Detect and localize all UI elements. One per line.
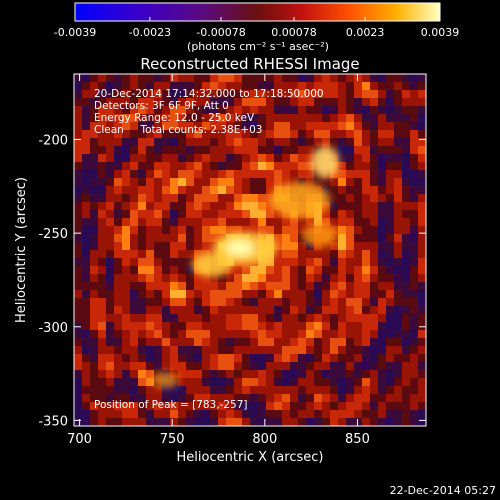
footer-timestamp: 22-Dec-2014 05:27 bbox=[390, 484, 496, 497]
colorbar-gradient bbox=[74, 2, 441, 22]
y-axis-ticks: -200 -250 -300 -350 bbox=[38, 134, 426, 429]
colorbar-tick-label: -0.00078 bbox=[196, 26, 245, 39]
colorbar-ticks: -0.0039 -0.0023 -0.00078 0.00078 0.0023 0.003… bbox=[54, 17, 459, 39]
y-tick-label: -250 bbox=[38, 227, 68, 242]
peak-position-label: Position of Peak = [783,-257] bbox=[94, 399, 248, 411]
colorbar-tick-label: 0.00078 bbox=[271, 26, 317, 39]
x-tick-label: 700 bbox=[67, 432, 92, 447]
image-pixels bbox=[74, 74, 426, 426]
colorbar-tick-label: -0.0023 bbox=[129, 26, 171, 39]
y-tick-label: -200 bbox=[38, 134, 68, 149]
image-frame bbox=[73, 73, 427, 427]
colorbar-units-label: (photons cm⁻² s⁻¹ asec⁻²) bbox=[187, 40, 329, 53]
colorbar-tick-label: 0.0039 bbox=[421, 26, 460, 39]
info-line-clean: Clean Total counts: 2.38E+03 bbox=[94, 124, 263, 136]
info-line-energy: Energy Range: 12.0 - 25.0 keV bbox=[94, 112, 255, 124]
info-line-time: 20-Dec-2014 17:14:32.000 to 17:18:50.000 bbox=[94, 88, 324, 100]
x-tick-label: 850 bbox=[345, 432, 370, 447]
y-tick-label: -300 bbox=[38, 321, 68, 336]
observation-info: 20-Dec-2014 17:14:32.000 to 17:18:50.000… bbox=[94, 88, 324, 136]
rhessi-image bbox=[74, 74, 426, 426]
info-line-detectors: Detectors: 3F 6F 9F, Att 0 bbox=[94, 100, 229, 112]
colorbar: -0.0039 -0.0023 -0.00078 0.00078 0.0023 0.003… bbox=[54, 2, 459, 53]
source-emission bbox=[151, 146, 339, 388]
x-tick-label: 750 bbox=[160, 432, 185, 447]
image-title: Reconstructed RHESSI Image bbox=[140, 55, 359, 73]
x-tick-label: 800 bbox=[252, 432, 277, 447]
y-axis-label: Heliocentric Y (arcsec) bbox=[14, 177, 29, 323]
y-tick-label: -350 bbox=[38, 414, 68, 429]
colorbar-tick-label: 0.0023 bbox=[346, 26, 385, 39]
x-axis-label: Heliocentric X (arcsec) bbox=[177, 450, 324, 465]
x-axis-ticks: 700 750 800 850 bbox=[67, 74, 370, 447]
colorbar-tick-label: -0.0039 bbox=[54, 26, 96, 39]
